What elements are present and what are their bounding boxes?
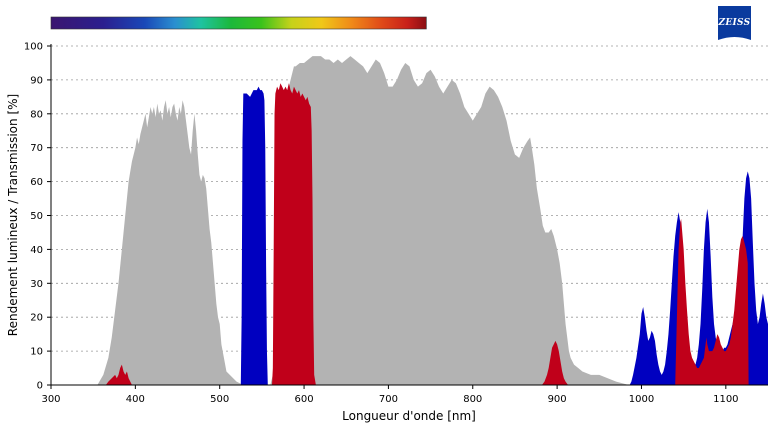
y-tick-label-0: 0 [37,381,43,392]
y-tick-label-10: 10 [30,347,43,358]
x-tick-label-1100: 1100 [713,394,738,405]
y-tick-label-30: 30 [30,279,43,290]
x-tick-label-1000: 1000 [629,394,654,405]
y-tick-label-90: 90 [30,75,43,86]
x-tick-label-300: 300 [41,394,60,405]
series-areas [97,56,769,386]
y-tick-label-80: 80 [30,109,43,120]
spectrum-bar [50,16,427,30]
logo: ZEISS [718,6,751,40]
series-area-0 [97,56,629,386]
series-area-2 [105,83,749,385]
tick-labels: 300 400 500 600 700 800 900 1000 1100 0 10 20 30 40 50… [24,42,739,406]
zeiss-logo-text: ZEISS [718,18,751,28]
axes [50,44,768,386]
zeiss-logo-shape [718,6,751,40]
x-axis-title: Longueur d'onde [nm] [342,409,476,423]
x-tick-label-400: 400 [126,394,145,405]
x-tick-label-800: 800 [463,394,482,405]
x-tick-label-600: 600 [295,394,314,405]
y-tick-label-50: 50 [30,211,43,222]
x-tick-label-900: 900 [548,394,567,405]
x-tick-label-700: 700 [379,394,398,405]
y-tick-label-60: 60 [30,177,43,188]
y-tick-label-20: 20 [30,313,43,324]
x-tick-label-500: 500 [210,394,229,405]
y-axis-title: Rendement lumineux / Transmission [%] [6,94,20,336]
y-tick-label-40: 40 [30,245,43,256]
y-tick-label-100: 100 [24,42,43,53]
y-tick-label-70: 70 [30,143,43,154]
